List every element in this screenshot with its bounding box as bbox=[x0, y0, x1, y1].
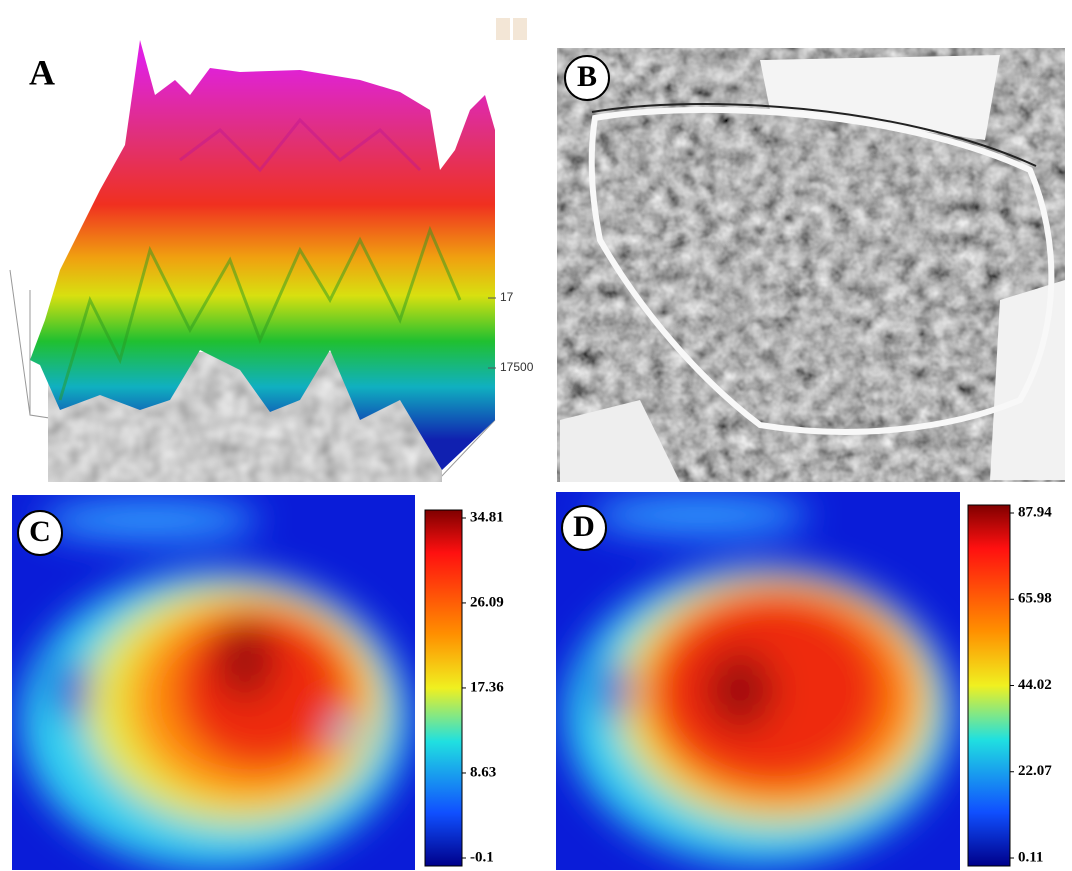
panel-label: C bbox=[29, 515, 51, 548]
colorbar-tick-label: 87.94 bbox=[1018, 504, 1052, 520]
decoration bbox=[513, 18, 527, 40]
colorbar-tick-label: 17.36 bbox=[470, 679, 504, 695]
panel-label: D bbox=[573, 510, 595, 543]
axis-label: 17 bbox=[500, 290, 514, 304]
colorbar-tick-label: -0.1 bbox=[470, 849, 494, 865]
figure: 17 17500 A B C bbox=[0, 0, 1072, 871]
colorbar-tick-label: 8.63 bbox=[470, 764, 496, 780]
panel-label: B bbox=[577, 60, 597, 93]
colorbar-tick-label: 26.09 bbox=[470, 594, 504, 610]
colorbar-tick-label: 22.07 bbox=[1018, 763, 1052, 779]
surface bbox=[30, 40, 495, 470]
panel-label: A bbox=[29, 52, 55, 92]
colorbar-tick-label: 44.02 bbox=[1018, 677, 1052, 693]
panel-b: B bbox=[557, 48, 1065, 482]
colorbar-tick-label: 0.11 bbox=[1018, 849, 1043, 865]
colorbar-tick-label: 65.98 bbox=[1018, 591, 1052, 607]
panel-d: D bbox=[556, 492, 960, 870]
axis-label: 17500 bbox=[500, 360, 534, 374]
colorbar-tick-label: 34.81 bbox=[470, 509, 504, 525]
panel-a: 17 17500 A bbox=[10, 40, 534, 482]
colorbar bbox=[425, 510, 462, 866]
panel-c: C bbox=[12, 495, 415, 870]
colorbar bbox=[968, 505, 1010, 866]
decoration bbox=[496, 18, 510, 40]
